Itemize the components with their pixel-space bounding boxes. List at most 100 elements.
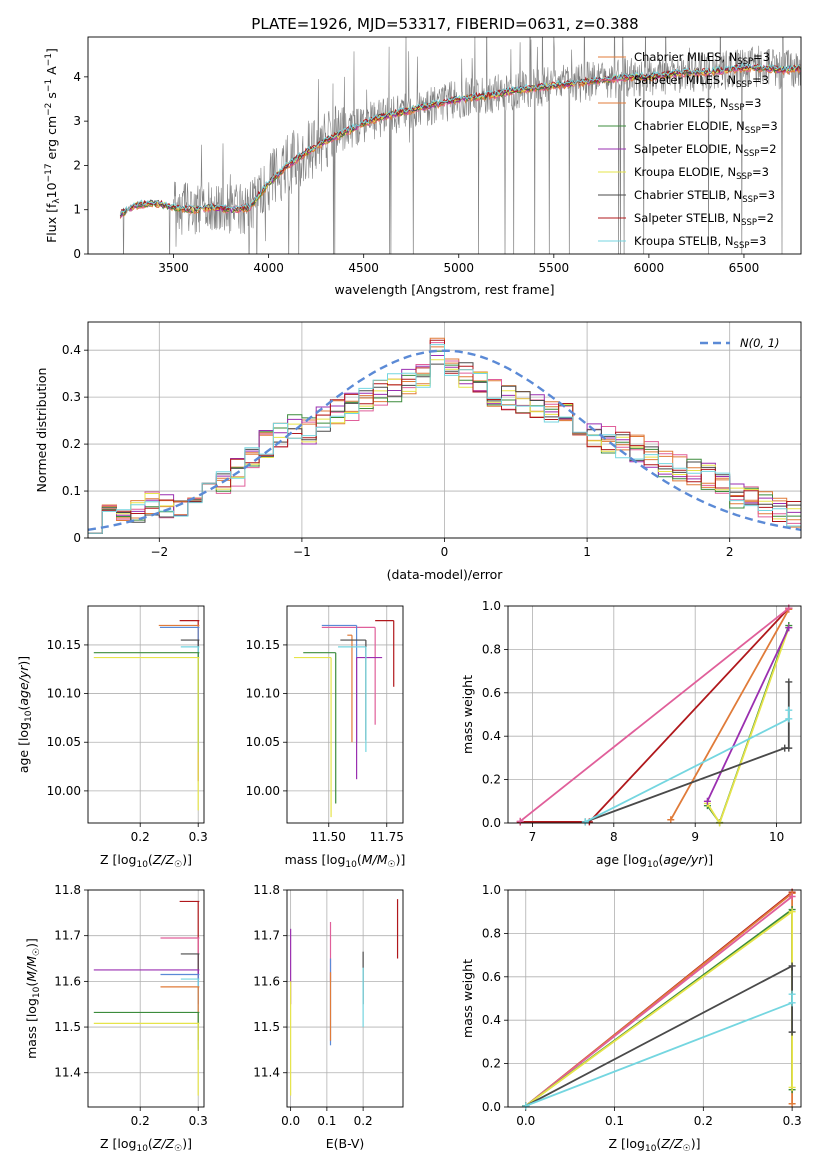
age-vs-mass-ytick-label-0: 10.00 xyxy=(246,784,280,798)
residuals-xtick-label-3: 1 xyxy=(583,545,591,559)
weight-vs-Z-ytick-label-4: 0.8 xyxy=(482,926,501,940)
mass-vs-EBV-xlabel: E(B-V) xyxy=(326,1136,365,1151)
spectrum-legend-label-0: Chabrier MILES, NSSP=3 xyxy=(634,50,770,67)
weight-vs-age-line-1 xyxy=(670,608,790,821)
weight-vs-Z-ytick-label-2: 0.4 xyxy=(482,1013,501,1027)
spectrum-legend-label-4: Salpeter ELODIE, NSSP=2 xyxy=(634,142,777,159)
mass-vs-Z-ytick-label-3: 11.7 xyxy=(54,929,81,943)
weight-vs-Z-ytick-label-1: 0.2 xyxy=(482,1057,501,1071)
spectrum-xtick-label-3: 5000 xyxy=(443,261,474,275)
spectrum-xtick-label-4: 5500 xyxy=(539,261,570,275)
residuals-xtick-label-2: 0 xyxy=(441,545,449,559)
weight-vs-Z-marker-4-1 xyxy=(788,908,796,916)
age-vs-Z-ylabel: age [log10(age/yr)] xyxy=(16,656,34,773)
residuals-ytick-label-2: 0.2 xyxy=(62,437,81,451)
figure-title: PLATE=1926, MJD=53317, FIBERID=0631, z=0… xyxy=(251,15,638,33)
weight-vs-Z-marker-5-1 xyxy=(788,962,796,970)
age-vs-Z-xlabel: Z [log10(Z/Z☉)] xyxy=(100,852,192,870)
weight-vs-age-xlabel: age [log10(age/yr)] xyxy=(596,852,713,870)
age-vs-mass-ytick-label-3: 10.15 xyxy=(246,638,280,652)
weight-vs-age-ytick-label-5: 1.0 xyxy=(482,599,501,613)
age-vs-mass-frame xyxy=(286,605,404,824)
weight-vs-Z-marker-2-1 xyxy=(788,893,796,901)
weight-vs-age-frame xyxy=(507,605,802,824)
weight-vs-Z-ytick-label-0: 0.0 xyxy=(482,1100,501,1114)
weight-vs-age-marker-2-0 xyxy=(516,817,524,825)
spectrum-axes: 3500 4000 4500 5000 5500 6000 6500 0 1 2 3 4 xyxy=(73,70,759,275)
mass-vs-EBV-ytick-label-1: 11.5 xyxy=(253,1020,280,1034)
age-vs-Z-ytick-label-2: 10.10 xyxy=(47,687,81,701)
mass-vs-Z-frame xyxy=(87,889,205,1108)
spectrum-xtick-label-1: 4000 xyxy=(253,261,284,275)
normal-legend-label: N(0, 1) xyxy=(740,336,780,350)
residuals-ytick-label-4: 0.4 xyxy=(62,343,81,357)
spectrum-legend-label-1: Salpeter MILES, NSSP=3 xyxy=(634,73,769,90)
age-vs-mass-axes: 11.50 11.75 10.00 10.05 10.10 10.15 xyxy=(246,606,404,844)
spectrum-ytick-label-1: 1 xyxy=(73,203,81,217)
weight-vs-age-line-4 xyxy=(706,627,790,823)
age-vs-Z-ytick-label-1: 10.05 xyxy=(47,735,81,749)
weight-vs-age-marker-6-2 xyxy=(785,744,793,752)
weight-vs-age-ytick-label-4: 0.8 xyxy=(482,642,501,656)
weight-vs-age-ytick-label-0: 0.0 xyxy=(482,816,501,830)
spectrum-ytick-label-2: 2 xyxy=(73,158,81,172)
weight-vs-Z-ytick-label-5: 1.0 xyxy=(482,883,501,897)
weight-vs-age-ytick-label-1: 0.2 xyxy=(482,773,501,787)
weight-vs-age-marker-5-1 xyxy=(785,624,793,632)
weight-vs-Z-marker-6-1 xyxy=(788,999,796,1007)
mass-vs-Z-xlabel: Z [log10(Z/Z☉)] xyxy=(100,1136,192,1154)
weight-vs-Z-line-2 xyxy=(525,895,793,1107)
mass-vs-Z-ytick-label-0: 11.4 xyxy=(54,1066,81,1080)
residuals-ylabel: Normed distribution xyxy=(34,368,49,493)
mass-vs-Z-xtick-label-1: 0.3 xyxy=(189,1114,208,1128)
mass-vs-Z-ytick-label-2: 11.6 xyxy=(54,974,81,988)
weight-vs-Z-marker-4-2 xyxy=(788,1083,796,1091)
mass-vs-EBV-axes: 0.0 0.1 0.2 11.4 11.5 11.6 11.7 11.8 xyxy=(253,883,403,1128)
age-vs-Z-xtick-label-1: 0.3 xyxy=(189,830,208,844)
spectrum-observed-line xyxy=(120,37,801,254)
age-vs-Z-xtick-label-0: 0.2 xyxy=(131,830,150,844)
mass-vs-Z-ytick-label-1: 11.5 xyxy=(54,1020,81,1034)
mass-vs-EBV-ytick-label-2: 11.6 xyxy=(253,974,280,988)
weight-vs-Z-line-5 xyxy=(525,964,793,1107)
spectrum-legend-label-8: Kroupa STELIB, NSSP=3 xyxy=(634,234,766,251)
weight-vs-Z-xlabel: Z [log10(Z/Z☉)] xyxy=(609,1136,701,1154)
mass-vs-EBV-xtick-label-0: 0.0 xyxy=(281,1114,300,1128)
spectrum-legend-label-7: Salpeter STELIB, NSSP=2 xyxy=(634,211,774,228)
mass-vs-EBV-ytick-label-0: 11.4 xyxy=(253,1066,280,1080)
weight-vs-Z-xtick-label-3: 0.3 xyxy=(783,1114,802,1128)
weight-vs-Z-ylabel: mass weight xyxy=(460,959,475,1038)
residuals-ytick-label-3: 0.3 xyxy=(62,390,81,404)
spectrum-xtick-label-5: 6000 xyxy=(634,261,665,275)
weight-vs-age-marker-1-0 xyxy=(667,816,675,824)
spectrum-xlabel: wavelength [Angstrom, rest frame] xyxy=(334,282,554,297)
weight-vs-Z-axes: 0.0 0.1 0.2 0.3 0.0 0.2 0.4 0.6 0.8 1.0 xyxy=(482,883,802,1128)
age-vs-mass-xtick-label-1: 11.75 xyxy=(370,830,404,844)
age-vs-Z-frame xyxy=(87,605,205,824)
residuals-frame xyxy=(87,321,802,539)
spectrum-xtick-label-0: 3500 xyxy=(158,261,189,275)
normal-curve xyxy=(88,349,801,531)
weight-vs-age-xtick-label-1: 8 xyxy=(610,830,618,844)
residuals-axes: −2 −1 0 1 2 0 0.1 0.2 0.3 0.4 xyxy=(62,322,801,559)
spectrum-ytick-label-3: 3 xyxy=(73,114,81,128)
age-vs-Z-ytick-label-3: 10.15 xyxy=(47,638,81,652)
weight-vs-Z-xtick-label-1: 0.1 xyxy=(605,1114,624,1128)
spectrum-legend-label-5: Kroupa ELODIE, NSSP=3 xyxy=(634,165,769,182)
residuals-xlabel: (data-model)/error xyxy=(387,567,504,582)
residuals-xtick-label-0: −2 xyxy=(150,545,168,559)
residuals-ytick-label-0: 0 xyxy=(73,531,81,545)
mass-vs-EBV-xtick-label-2: 0.2 xyxy=(354,1114,373,1128)
spectrum-xtick-label-2: 4500 xyxy=(348,261,379,275)
mass-vs-EBV-ytick-label-3: 11.7 xyxy=(253,929,280,943)
age-vs-Z-ytick-label-0: 10.00 xyxy=(47,784,81,798)
weight-vs-Z-xtick-label-2: 0.2 xyxy=(694,1114,713,1128)
spectrum-legend-label-3: Chabrier ELODIE, NSSP=3 xyxy=(634,119,778,136)
weight-vs-age-line-7 xyxy=(584,710,790,823)
residuals-xtick-label-1: −1 xyxy=(293,545,311,559)
mass-vs-Z-ytick-label-4: 11.8 xyxy=(54,883,81,897)
mass-vs-EBV-frame xyxy=(286,889,404,1108)
spectrum-xtick-label-6: 6500 xyxy=(729,261,760,275)
weight-vs-age-ytick-label-3: 0.6 xyxy=(482,686,501,700)
